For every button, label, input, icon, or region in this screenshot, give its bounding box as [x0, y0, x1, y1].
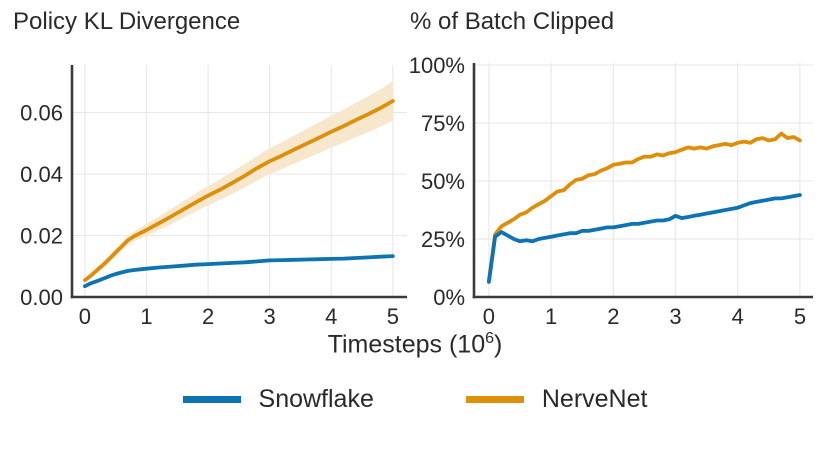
legend: Snowflake NerveNet: [0, 385, 830, 414]
left-chart-title: Policy KL Divergence: [13, 8, 241, 35]
legend-item-nervenet: NerveNet: [465, 385, 648, 414]
x-axis-label-text: Timesteps (10: [327, 330, 486, 359]
right-chart-title: % of Batch Clipped: [410, 8, 615, 35]
confidence-band: [84, 81, 393, 283]
nervenet-legend-label: NerveNet: [541, 385, 648, 413]
x-tick-label: 2: [202, 304, 214, 329]
y-tick-label: 100%: [409, 53, 465, 78]
x-axis-label: Timesteps (106): [0, 330, 830, 359]
x-tick-label: 0: [483, 304, 495, 329]
y-tick-label: 50%: [421, 169, 465, 194]
series-line: [83, 254, 395, 289]
y-tick-label: 0%: [433, 285, 465, 310]
batch-clipped-chart: 0 1 2 3 4 50%25%50%75%100%: [409, 53, 813, 329]
x-tick-label: 1: [545, 304, 557, 329]
x-tick-label: 3: [669, 304, 681, 329]
series-line: [486, 193, 802, 284]
snowflake-legend-label: Snowflake: [258, 385, 374, 413]
y-tick-label: 75%: [421, 111, 465, 136]
x-tick-label: 2: [607, 304, 619, 329]
snowflake-line-swatch: [182, 396, 241, 403]
x-tick-label: 3: [264, 304, 276, 329]
y-tick-label: 0.04: [20, 162, 63, 187]
x-tick-label: 5: [387, 304, 399, 329]
y-tick-label: 0.00: [20, 285, 63, 310]
policy-kl-divergence-chart: 0 1 2 3 4 5 0.00 0.02 0.04 0.06: [20, 65, 407, 329]
y-tick-label: 25%: [421, 227, 465, 252]
series-line: [486, 131, 802, 283]
nervenet-line-swatch: [465, 396, 524, 403]
x-axis-label-suffix: ): [494, 330, 503, 359]
x-tick-label: 1: [140, 304, 152, 329]
x-tick-label: 0: [79, 304, 91, 329]
x-axis-label-exponent: 6: [485, 330, 495, 347]
x-tick-label: 5: [794, 304, 806, 329]
y-tick-label: 0.02: [20, 224, 63, 249]
x-tick-label: 4: [732, 304, 744, 329]
x-tick-label: 4: [325, 304, 337, 329]
y-tick-label: 0.06: [20, 101, 63, 126]
series-line: [83, 99, 395, 283]
legend-item-snowflake: Snowflake: [182, 385, 374, 414]
